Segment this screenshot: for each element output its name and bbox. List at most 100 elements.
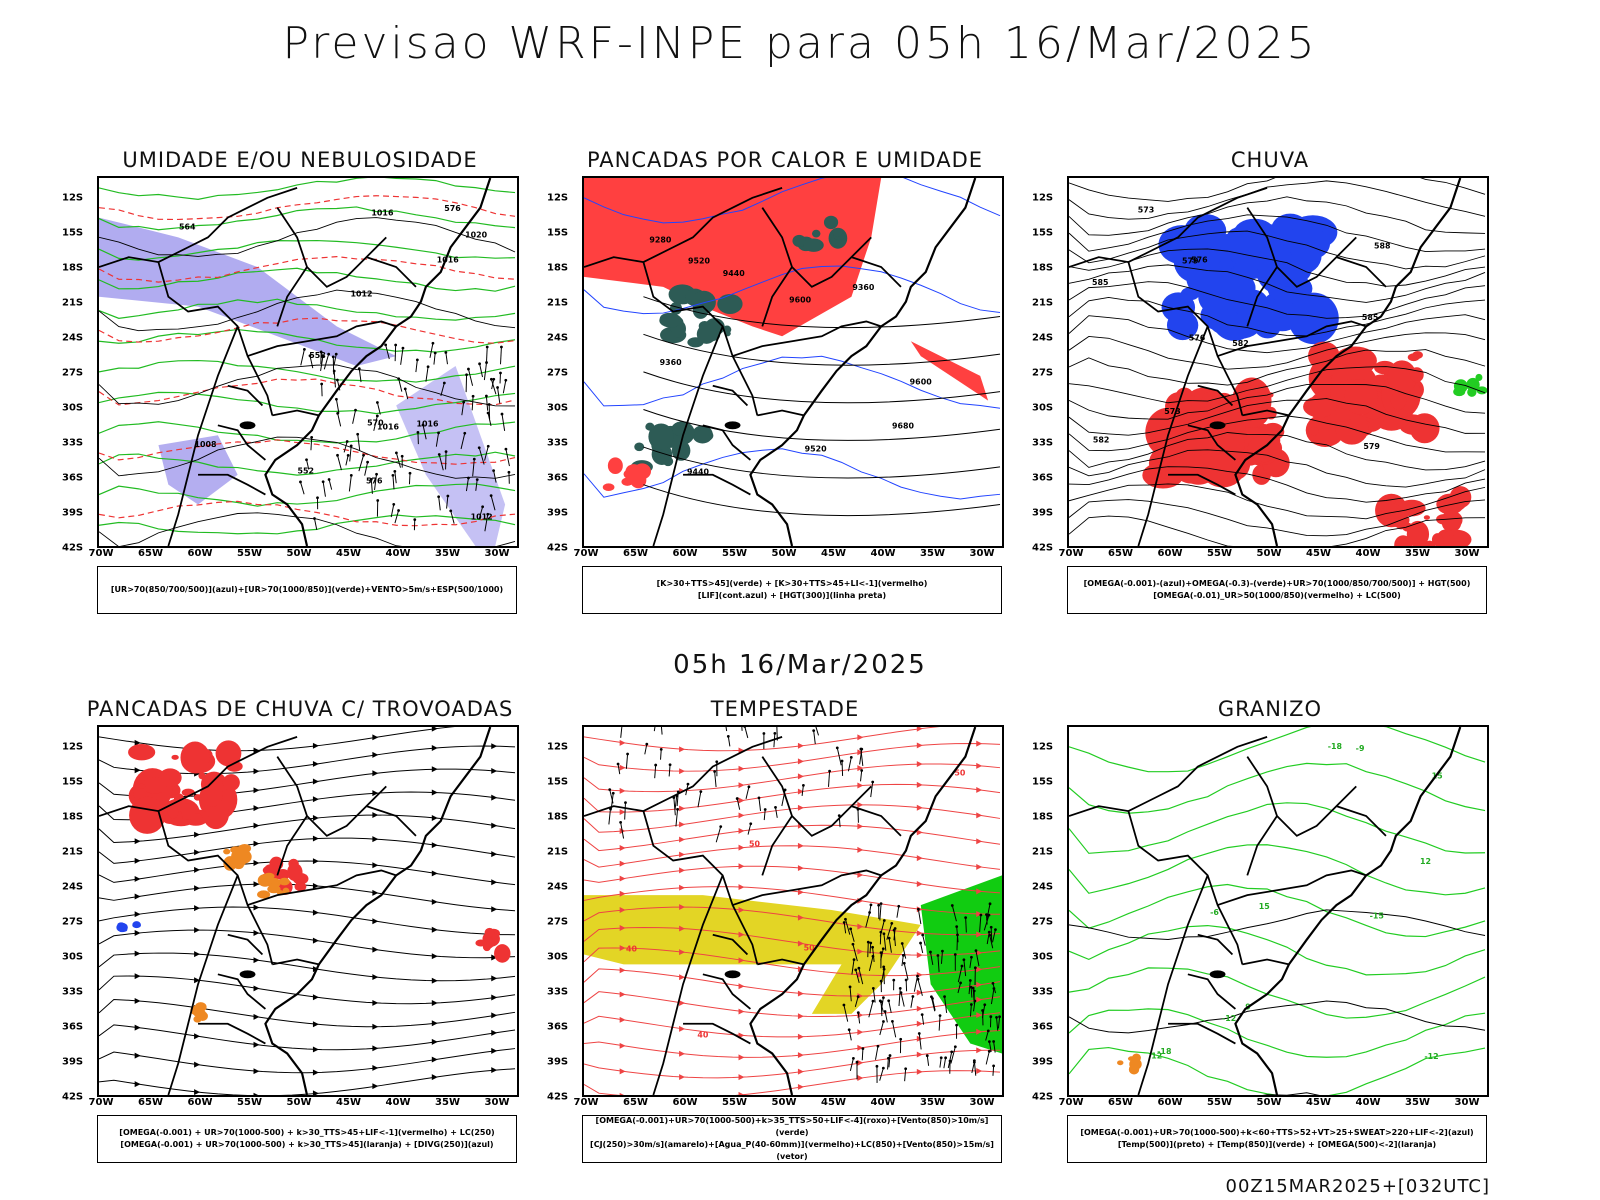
- wind-vector-head: [973, 966, 977, 970]
- lat-tick-label: 36S: [547, 472, 569, 484]
- wind-vector-head: [320, 382, 324, 386]
- precip-red-area-cell: [1390, 391, 1407, 410]
- wind-vector: [857, 1012, 861, 1024]
- map-canvas: 9680 9600 9520 9440 9360 9280 9600 9520 9440 9360: [584, 178, 1001, 546]
- wind-vector-head: [904, 1067, 908, 1071]
- streamline-arrow: [916, 989, 923, 996]
- lon-tick-label: 55W: [1207, 548, 1232, 559]
- height-300-contour: [643, 446, 1001, 479]
- contour-label: 9280: [649, 236, 672, 245]
- wind-vector: [674, 795, 678, 810]
- precip-red-area: [1142, 377, 1290, 489]
- wind-vector-head: [362, 453, 365, 457]
- wind-vector-head: [735, 797, 739, 800]
- wind-vector: [505, 449, 510, 467]
- wind-vector-head: [986, 1029, 990, 1033]
- country-border: [366, 805, 417, 837]
- legend-line: [UR>70(850/700/500)](azul)+[UR>70(1000/8…: [110, 585, 504, 594]
- streamline-arrow: [134, 973, 141, 980]
- contour-label: 9360: [852, 283, 875, 292]
- wind-vector: [398, 378, 403, 392]
- contour-label: 9600: [910, 378, 933, 387]
- country-border: [1127, 810, 1244, 965]
- wind-vector: [624, 802, 626, 820]
- wind-vector: [849, 986, 852, 1002]
- wind-vector: [394, 510, 400, 524]
- wind-vector: [400, 348, 404, 365]
- lat-tick-label: 15S: [62, 776, 84, 788]
- contour-label: 579: [1182, 257, 1199, 266]
- instability-red-area-cell: [607, 457, 623, 475]
- streamline-arrow: [431, 1056, 438, 1063]
- contour-label: 40: [626, 944, 638, 953]
- wind-vector: [741, 727, 743, 731]
- streamline-arrow: [372, 1064, 379, 1071]
- precip-red-area-cell: [1409, 367, 1424, 383]
- coastline: [264, 178, 492, 546]
- omega-green-area: [1453, 373, 1487, 397]
- wind-vector: [891, 1021, 897, 1038]
- streamline-arrow: [797, 842, 804, 849]
- wind-850-streamline: [584, 865, 1001, 894]
- height-300-contour: [643, 296, 1001, 329]
- lon-tick-label: 60W: [1157, 548, 1183, 559]
- wind-vector-head: [992, 1040, 996, 1043]
- latitude-axis: 12S 15S 18S 21S 24S 27S 30S 33S 36S 39S 42S: [1032, 176, 1062, 554]
- height-500-contour: [1069, 415, 1486, 453]
- lat-tick-label: 15S: [62, 227, 84, 239]
- wind-vector-head: [608, 788, 612, 792]
- streamline-arrow: [797, 1013, 804, 1020]
- streamline-arrow: [312, 1069, 319, 1076]
- wind-vector-head: [492, 469, 496, 472]
- storm-orange-area-cell: [235, 845, 250, 860]
- precip-red-area-cell: [1394, 537, 1408, 546]
- streamline-arrow: [312, 994, 319, 1001]
- wind-vector-head: [713, 770, 717, 773]
- streamline-arrow: [619, 907, 626, 913]
- lon-tick-label: 35W: [920, 548, 945, 559]
- streamline-arrow: [194, 905, 201, 912]
- wind-vector: [843, 922, 847, 934]
- wind-vector: [625, 753, 629, 769]
- lon-tick-label: 50W: [1256, 548, 1282, 559]
- country-border: [1127, 261, 1244, 416]
- streamline-arrow: [194, 951, 201, 958]
- wind-vector: [357, 434, 361, 451]
- lon-tick-label: 35W: [1405, 1097, 1430, 1108]
- wind-850-streamline: [584, 906, 1001, 936]
- lat-tick-label: 30S: [62, 402, 84, 414]
- wind-vector-head: [881, 1066, 885, 1070]
- country-border: [272, 958, 320, 966]
- wind-vector: [883, 933, 887, 951]
- streamline-arrow: [976, 996, 983, 1003]
- country-border: [757, 409, 805, 417]
- lon-tick-label: 60W: [672, 1097, 698, 1108]
- longitude-axis: 70W 65W 60W 55W 50W 45W 40W 35W 30W: [574, 548, 1004, 562]
- wind-vector-head: [869, 941, 873, 945]
- lat-tick-label: 39S: [547, 507, 569, 519]
- wind-vector: [992, 983, 997, 994]
- wind-vector-head: [757, 796, 761, 800]
- wind-vector-head: [743, 727, 747, 728]
- wind-vector-head: [921, 933, 925, 937]
- wind-vector: [910, 996, 914, 1008]
- streamline-arrow: [797, 788, 804, 795]
- storm-red-area-cell: [222, 774, 240, 791]
- wind-vector-head: [879, 930, 883, 934]
- wind-vector-head: [327, 352, 331, 356]
- lon-tick-label: 60W: [187, 1097, 213, 1108]
- country-border: [276, 756, 387, 837]
- wind-vector: [714, 771, 717, 788]
- humidity-low-contour: [99, 328, 516, 353]
- streamline-arrow: [976, 981, 983, 988]
- contour-label: 1016: [417, 420, 440, 429]
- wind-vector: [868, 956, 874, 971]
- streamline-arrow: [976, 1012, 983, 1019]
- wind-vector: [490, 379, 497, 395]
- wind-vector: [996, 1017, 999, 1031]
- contour-label: 9520: [688, 256, 711, 265]
- wind-vector-head: [369, 478, 373, 481]
- wind-vector-head: [925, 1054, 929, 1058]
- storm-orange-area: [223, 843, 252, 871]
